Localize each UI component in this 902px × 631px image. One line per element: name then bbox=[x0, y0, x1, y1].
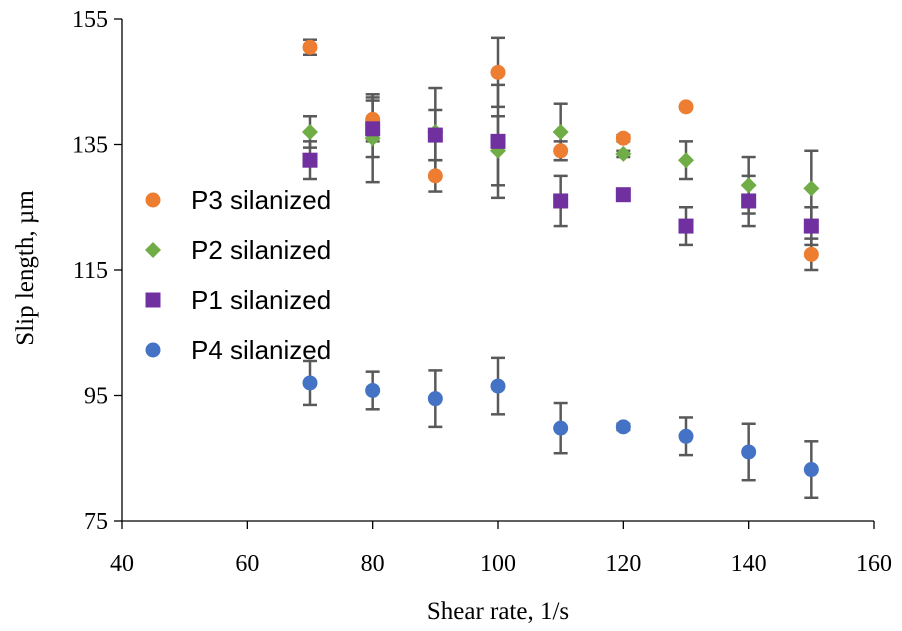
y-tick-label: 135 bbox=[72, 133, 108, 159]
data-point bbox=[553, 143, 569, 159]
data-point bbox=[552, 123, 569, 140]
data-point bbox=[803, 246, 819, 262]
data-point bbox=[615, 145, 632, 162]
data-point bbox=[740, 177, 757, 194]
data-point bbox=[803, 180, 820, 197]
data-point bbox=[615, 419, 631, 435]
data-point bbox=[490, 133, 506, 149]
data-point bbox=[678, 99, 694, 115]
data-point bbox=[365, 121, 381, 137]
x-tick-label: 80 bbox=[361, 551, 385, 577]
data-point bbox=[615, 187, 631, 203]
x-tick-label: 160 bbox=[856, 551, 892, 577]
x-tick-label: 100 bbox=[480, 551, 516, 577]
x-tick-label: 40 bbox=[110, 551, 134, 577]
data-point bbox=[490, 378, 506, 394]
data-point bbox=[427, 127, 443, 143]
data-point bbox=[678, 152, 694, 169]
data-point bbox=[741, 444, 757, 460]
data-point bbox=[302, 123, 318, 140]
data-point bbox=[553, 420, 569, 436]
data-point bbox=[678, 218, 694, 234]
data-point bbox=[145, 192, 161, 208]
data-point bbox=[365, 382, 381, 398]
legend-label: P4 silanized bbox=[191, 335, 331, 365]
data-point bbox=[302, 375, 318, 391]
data-point bbox=[741, 193, 757, 209]
data-point bbox=[553, 193, 569, 209]
y-tick-label: 115 bbox=[73, 258, 108, 284]
data-point bbox=[678, 428, 694, 444]
x-axis-title: Shear rate, 1/s bbox=[427, 598, 569, 625]
data-point bbox=[803, 462, 819, 478]
y-tick-label: 155 bbox=[72, 7, 108, 33]
data-point bbox=[145, 342, 161, 358]
data-point bbox=[302, 39, 318, 55]
data-point bbox=[803, 218, 819, 234]
axes: 40 60 80 100 120 140 160 75 95 115 135 155 bbox=[72, 7, 892, 577]
x-tick-label: 120 bbox=[605, 551, 641, 577]
data-point bbox=[490, 64, 506, 80]
x-tick-label: 140 bbox=[731, 551, 767, 577]
data-point bbox=[145, 242, 161, 258]
data-point bbox=[302, 152, 318, 168]
y-axis-title: Slip length, µm bbox=[12, 190, 39, 346]
data-point bbox=[427, 168, 443, 184]
legend-label: P1 silanized bbox=[191, 285, 331, 315]
data-markers bbox=[302, 39, 820, 478]
x-tick-label: 60 bbox=[235, 551, 259, 577]
data-point bbox=[145, 292, 161, 308]
y-tick-label: 95 bbox=[84, 384, 108, 410]
legend-label: P3 silanized bbox=[191, 185, 331, 215]
legend: P3 silanized P2 silanized P1 silanized P4 s… bbox=[145, 185, 331, 365]
data-point bbox=[615, 130, 631, 146]
legend-label: P2 silanized bbox=[191, 235, 331, 265]
data-point bbox=[427, 391, 443, 407]
y-tick-label: 75 bbox=[84, 509, 108, 535]
